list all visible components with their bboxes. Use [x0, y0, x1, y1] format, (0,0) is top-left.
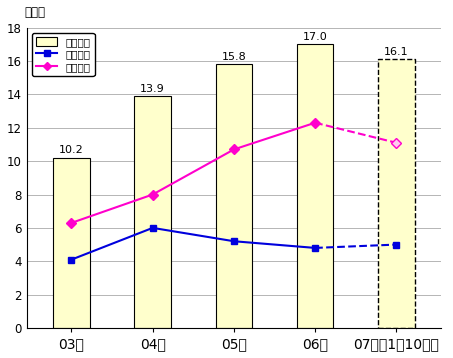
Text: 13.9: 13.9	[140, 83, 165, 93]
Bar	[216, 64, 252, 328]
Bar	[378, 59, 414, 328]
Text: 15.8: 15.8	[222, 52, 246, 62]
Text: 16.1: 16.1	[384, 47, 409, 57]
Text: 10.2: 10.2	[59, 145, 84, 155]
Bar	[53, 158, 90, 328]
Text: 17.0: 17.0	[303, 32, 328, 42]
Bar	[297, 44, 333, 328]
Legend: 貳易総額, 対中輸出, 対中輸入: 貳易総額, 対中輸出, 対中輸入	[32, 33, 95, 76]
Bar	[135, 96, 171, 328]
Text: 億ドル: 億ドル	[24, 6, 45, 19]
